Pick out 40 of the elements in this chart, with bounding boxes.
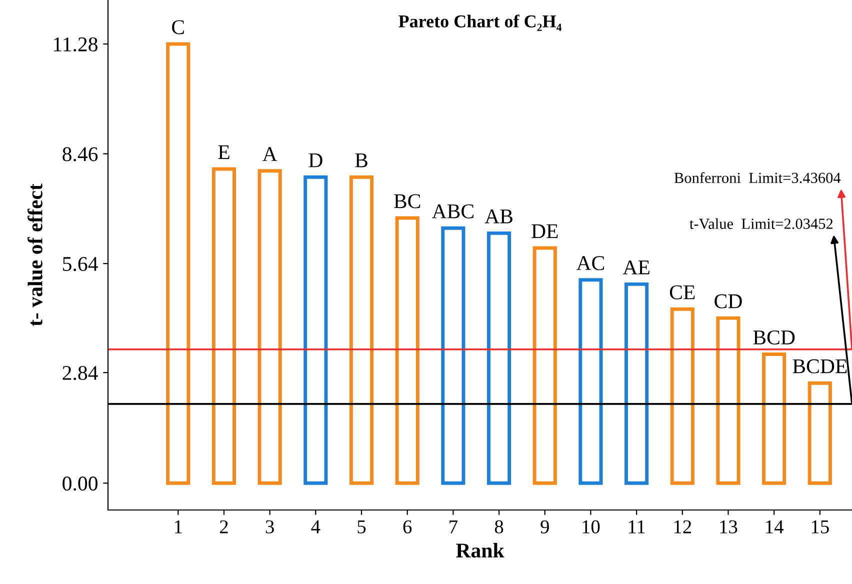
- ref-line-label: t-Value Limit=2.03452: [690, 218, 833, 230]
- annotation: ABC: [432, 204, 474, 218]
- y-tick-label: 11.28: [54, 37, 98, 52]
- annotation: CE: [670, 285, 695, 300]
- annotation: AC: [576, 256, 604, 270]
- y-tick-label: 8.46: [62, 147, 98, 162]
- annotation: BCDE: [792, 359, 847, 374]
- annotation: C: [172, 20, 184, 34]
- x-tick-label: 3: [266, 520, 274, 534]
- text: Pareto Chart of C₂H₄: [398, 14, 562, 31]
- x-tick-label: 14: [766, 520, 784, 534]
- annotation: B: [355, 154, 368, 168]
- annotation: CD: [714, 294, 742, 308]
- annotation: AE: [622, 260, 650, 274]
- y-tick-label: 0.00: [62, 476, 98, 491]
- x-tick-label: 8: [494, 520, 504, 534]
- x-tick-label: 11: [628, 520, 645, 534]
- x-tick-label: 7: [450, 520, 458, 534]
- x-tick-label: 6: [403, 520, 412, 534]
- x-tick-label: 13: [720, 520, 738, 534]
- x-axis-title: Rank: [456, 542, 504, 558]
- x-tick-label: 1: [174, 520, 182, 534]
- x-tick-label: 2: [220, 520, 228, 534]
- annotation: AB: [484, 209, 512, 224]
- x-tick-label: 10: [582, 520, 600, 534]
- x-tick-label: 9: [540, 520, 549, 534]
- x-tick-label: 12: [674, 520, 692, 534]
- x-tick-label: 15: [812, 520, 829, 534]
- annotation: D: [308, 154, 322, 168]
- y-tick-label: 2.84: [62, 366, 98, 380]
- annotation: A: [262, 147, 278, 161]
- annotation: BC: [394, 194, 420, 208]
- annotation: DE: [532, 224, 558, 238]
- ref-line-label: Bonferroni Limit=3.43604: [674, 172, 841, 184]
- y-axis-title: t- value of effect: [28, 184, 42, 326]
- annotation: E: [218, 145, 230, 159]
- annotation: BCD: [753, 330, 795, 344]
- x-tick-label: 5: [358, 520, 366, 534]
- y-tick-label: 5.64: [63, 256, 98, 272]
- x-tick-label: 4: [311, 520, 320, 534]
